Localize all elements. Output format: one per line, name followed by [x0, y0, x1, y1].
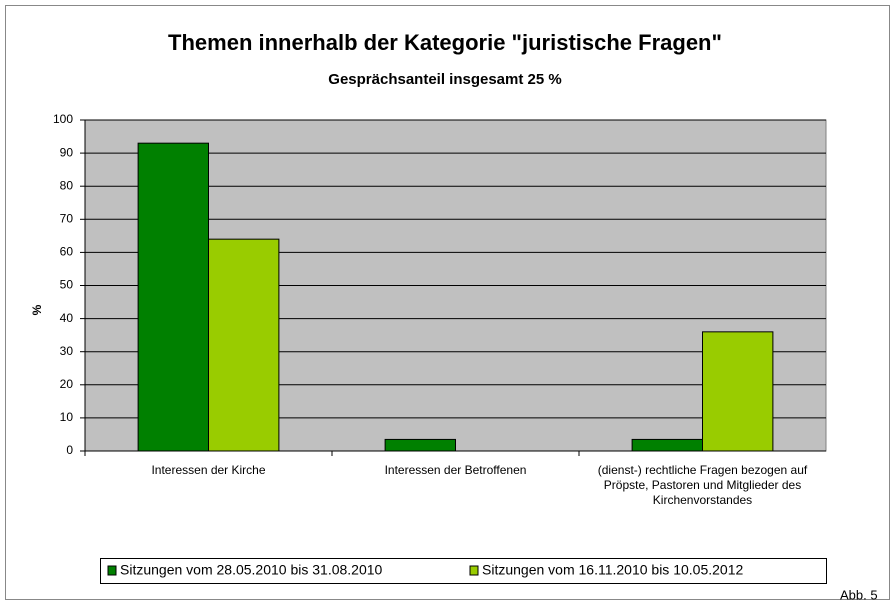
- bar: [208, 238, 280, 452]
- legend-swatch: [107, 565, 117, 576]
- y-tick-label: 40: [60, 311, 74, 325]
- bar: [631, 438, 703, 452]
- x-tick-label: (dienst-) rechtliche Fragen bezogen auf …: [597, 463, 808, 507]
- y-tick-label: 70: [60, 211, 74, 225]
- y-tick-label: 30: [60, 344, 74, 358]
- y-tick-label: 100: [53, 112, 73, 126]
- y-tick-label: 80: [60, 178, 74, 192]
- y-tick-label: 50: [60, 278, 74, 292]
- legend-swatch: [469, 565, 479, 576]
- bar: [702, 331, 774, 452]
- y-tick-label: 20: [60, 377, 74, 391]
- y-axis-label: %: [30, 304, 44, 315]
- chart-subtitle: Gesprächsanteil insgesamt 25 %: [328, 71, 561, 88]
- x-tick-label: Interessen der Betroffenen: [384, 463, 527, 477]
- bar: [137, 142, 209, 452]
- chart-title: Themen innerhalb der Kategorie "juristis…: [168, 30, 722, 55]
- x-tick-label: Interessen der Kirche: [151, 463, 266, 477]
- legend-label: Sitzungen vom 28.05.2010 bis 31.08.2010: [120, 562, 383, 578]
- legend-label: Sitzungen vom 16.11.2010 bis 10.05.2012: [482, 562, 743, 578]
- legend-box: [100, 558, 827, 584]
- y-tick-label: 10: [60, 410, 74, 424]
- annotation: Abb. 5: [840, 587, 878, 602]
- y-tick-label: 0: [66, 443, 73, 457]
- y-tick-label: 60: [60, 245, 74, 259]
- bar: [384, 438, 457, 452]
- y-tick-label: 90: [60, 145, 74, 159]
